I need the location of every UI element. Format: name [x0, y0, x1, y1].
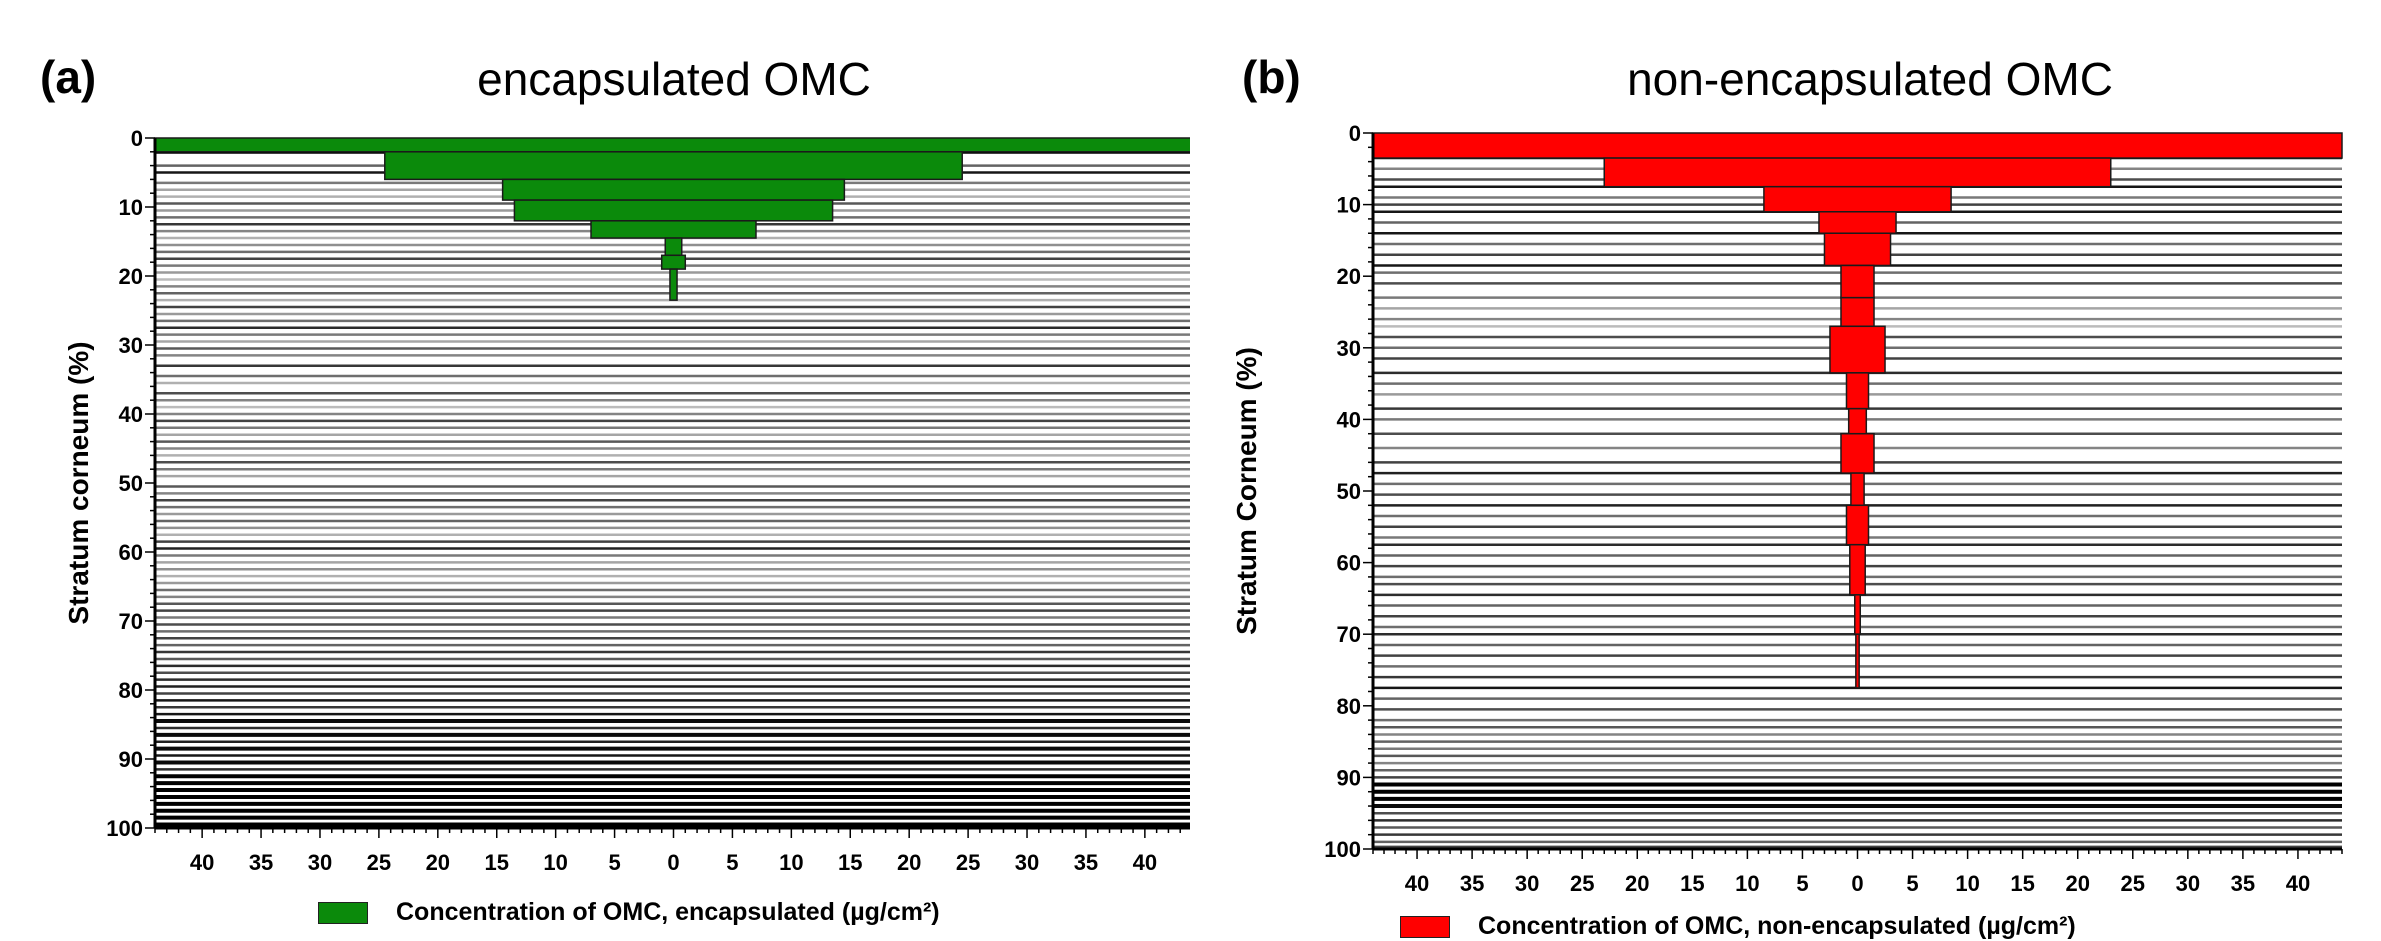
chart-a-x-tick-label: 30	[1015, 850, 1039, 875]
chart-a-y-tick-label: 70	[119, 609, 143, 634]
chart-a-x-tick-label: 25	[956, 850, 980, 875]
chart-b-x-tick-label: 25	[2121, 871, 2145, 896]
chart-a-bar-5	[664, 237, 683, 257]
chart-non-encapsulated: 40 35 30 25 20 15 10 5 0 5 10 15 20 25 30 35 40010203040…	[1231, 121, 2343, 896]
chart-b-bar-7	[1829, 325, 1886, 374]
chart-a-x-tick-label: 35	[249, 850, 273, 875]
chart-b-y-tick-label: 100	[1324, 837, 1361, 862]
chart-b-bar-5	[1840, 264, 1875, 299]
chart-b-x-tick-label: 15	[1680, 871, 1704, 896]
chart-a-x-tick-label: 20	[426, 850, 450, 875]
panel-non-encapsulated: (b) non-encapsulated OMC 40 35 30 25 20 15 10 5…	[1190, 0, 2381, 940]
chart-a-y-tick-label: 90	[119, 747, 143, 772]
chart-a-y-tick-label: 20	[119, 264, 143, 289]
chart-b-x-tick-label: 25	[1570, 871, 1594, 896]
chart-b-y-tick-label: 0	[1349, 121, 1361, 146]
chart-b-y-tick-label: 20	[1337, 264, 1361, 289]
chart-b-x-tick-label: 0	[1851, 871, 1863, 896]
chart-b-bar-11	[1850, 472, 1865, 507]
chart-a-y-tick-label: 100	[106, 816, 143, 841]
chart-b-y-tick-label: 50	[1337, 479, 1361, 504]
chart-b-x-tick-label: 30	[1515, 871, 1539, 896]
chart-a-x-tick-label: 5	[726, 850, 738, 875]
chart-b-y-tick-label: 30	[1337, 336, 1361, 361]
chart-b-y-tick-label: 60	[1337, 551, 1361, 576]
chart-title-a: encapsulated OMC	[477, 53, 871, 105]
chart-a-x-tick-label: 15	[484, 850, 508, 875]
chart-b-bar-10	[1840, 432, 1875, 474]
chart-b-bar-2	[1763, 185, 1952, 213]
chart-a-bar-1	[384, 151, 963, 181]
chart-b-bar-9	[1847, 407, 1868, 435]
chart-b-bar-6	[1840, 296, 1875, 328]
panel-label-b: (b)	[1242, 51, 1301, 103]
chart-a-bar-2	[501, 178, 846, 201]
chart-a-bar-6	[660, 254, 687, 270]
chart-b-y-tick-label: 80	[1337, 694, 1361, 719]
chart-a-x-tick-label: 35	[1074, 850, 1098, 875]
chart-title-b: non-encapsulated OMC	[1627, 53, 2113, 105]
chart-a-bar-0	[154, 137, 1190, 153]
chart-a-x-tick-label: 20	[897, 850, 921, 875]
chart-b-y-tick-label: 40	[1337, 407, 1361, 432]
panel-encapsulated: (a) encapsulated OMC 40 35 30 25 20 15 10 5 0 5 10…	[0, 0, 1190, 933]
legend-swatch-a	[318, 901, 368, 924]
chart-a-x-tick-label: 0	[667, 850, 679, 875]
chart-b-x-tick-label: 10	[1955, 871, 1979, 896]
chart-a-x-tick-label: 25	[367, 850, 391, 875]
chart-b-x-tick-label: 20	[1625, 871, 1649, 896]
chart-a-y-tick-label: 60	[119, 540, 143, 565]
chart-a-x-tick-label: 10	[543, 850, 567, 875]
chart-b-bar-1	[1603, 157, 2112, 188]
chart-b-x-tick-label: 40	[1405, 871, 1429, 896]
chart-a-x-tick-label: 30	[308, 850, 332, 875]
chart-a-y-axis-title: Stratum corneum (%)	[63, 341, 94, 624]
chart-a-y-tick-label: 50	[119, 471, 143, 496]
chart-b-y-tick-label: 90	[1337, 765, 1361, 790]
chart-b-bar-4	[1823, 232, 1892, 267]
chart-b-x-tick-label: 35	[1460, 871, 1484, 896]
chart-a-y-tick-label: 0	[131, 126, 143, 151]
chart-a-y-tick-label: 40	[119, 402, 143, 427]
chart-a-bar-3	[513, 199, 834, 222]
chart-b-x-tick-label: 40	[2286, 871, 2310, 896]
chart-encapsulated: 40 35 30 25 20 15 10 5 0 5 10 15 20 25 30 35 40010203040…	[63, 126, 1190, 875]
chart-b-bar-12	[1845, 504, 1870, 546]
legend-label-a: Concentration of OMC, encapsulated (µg/c…	[396, 898, 940, 926]
chart-b-x-tick-label: 5	[1906, 871, 1918, 896]
chart-b-y-tick-label: 10	[1337, 193, 1361, 218]
chart-b-x-tick-label: 20	[2065, 871, 2089, 896]
chart-b-bar-13	[1849, 543, 1866, 596]
chart-b-bar-15	[1855, 633, 1860, 689]
legend-swatch-b	[1400, 915, 1450, 938]
chart-a-y-tick-label: 10	[119, 195, 143, 220]
chart-b-x-tick-label: 30	[2176, 871, 2200, 896]
chart-a-y-tick-label: 80	[119, 678, 143, 703]
chart-a-x-tick-label: 40	[1133, 850, 1157, 875]
chart-a-x-tick-label: 40	[190, 850, 214, 875]
chart-a-bar-7	[669, 268, 678, 301]
chart-b-x-tick-label: 10	[1735, 871, 1759, 896]
chart-a-bar-4	[590, 220, 757, 239]
legend-b: Concentration of OMC, non-encapsulated (…	[1400, 912, 2076, 941]
chart-a-x-tick-label: 10	[779, 850, 803, 875]
legend-label-b: Concentration of OMC, non-encapsulated (…	[1478, 912, 2076, 940]
chart-b-x-tick-label: 5	[1796, 871, 1808, 896]
chart-b-bar-8	[1845, 372, 1870, 410]
chart-b-x-tick-label: 35	[2231, 871, 2255, 896]
panel-label-a: (a)	[40, 51, 97, 103]
chart-b-x-tick-label: 15	[2010, 871, 2034, 896]
chart-b-y-tick-label: 70	[1337, 622, 1361, 647]
legend-a: Concentration of OMC, encapsulated (µg/c…	[318, 898, 940, 927]
chart-b-bar-14	[1853, 594, 1862, 635]
chart-b-bar-0	[1372, 132, 2343, 159]
chart-a-x-tick-label: 5	[608, 850, 620, 875]
chart-b-y-axis-title: Stratum Corneum (%)	[1231, 347, 1262, 635]
chart-a-y-tick-label: 30	[119, 333, 143, 358]
chart-a-x-tick-label: 15	[838, 850, 862, 875]
chart-b-bar-3	[1818, 211, 1897, 234]
